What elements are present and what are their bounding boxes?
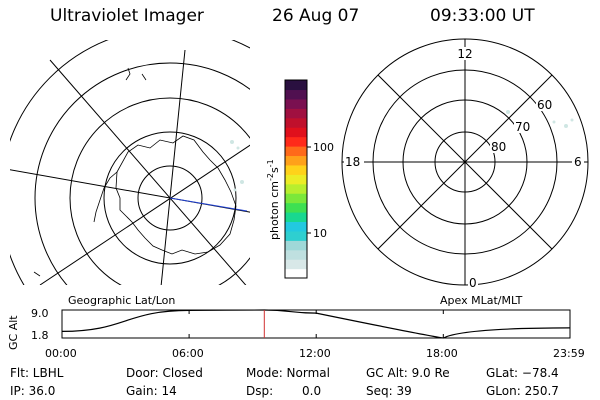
x-tick-label: 12:00	[299, 347, 331, 360]
colorbar-segment	[285, 221, 307, 232]
mode-status: Mode: Normal	[246, 366, 330, 380]
colorbar-segment	[285, 249, 307, 260]
mlat-label-80: 80	[491, 140, 506, 154]
label-bg	[490, 140, 508, 153]
x-tick-label: 06:00	[172, 347, 204, 360]
colorbar-segment	[285, 89, 307, 100]
colorbar: 100 10 photon cm-2s-1	[266, 79, 334, 279]
colorbar-segment	[285, 136, 307, 147]
colorbar-tick-label: 100	[313, 141, 334, 154]
colorbar-segment	[285, 212, 307, 223]
altitude-curve	[61, 309, 571, 339]
x-ticks	[61, 310, 571, 338]
plot-frame	[61, 309, 571, 339]
colorbar-segment	[285, 146, 307, 157]
glon-status: GLon: 250.7	[486, 384, 559, 398]
lat-circle	[137, 165, 203, 231]
y-tick-label: 1.8	[31, 329, 49, 342]
colorbar-segment	[285, 193, 307, 204]
geographic-map-label: Geographic Lat/Lon	[68, 294, 176, 307]
emission-speck	[570, 118, 574, 122]
label-bg	[468, 276, 478, 288]
colorbar-frame	[284, 79, 308, 279]
mlt-line	[377, 74, 553, 250]
colorbar-segment	[285, 240, 307, 251]
colorbar-gradient	[285, 80, 307, 279]
label-bg	[514, 120, 532, 133]
colorbar-segment	[285, 230, 307, 241]
lat-circle	[69, 97, 250, 285]
lat-circle	[103, 131, 237, 265]
antarctica-coastline	[115, 135, 237, 255]
lat-circle	[34, 62, 250, 285]
mlat-label-60: 60	[537, 98, 552, 112]
apex-polar-grid[interactable]: 12 18 6 0 60 70 80	[340, 38, 600, 290]
mlt-label-0: 0	[469, 276, 477, 290]
emission-speck	[506, 110, 510, 114]
emission-speck	[552, 120, 556, 124]
colorbar-tick-label: 10	[313, 227, 327, 240]
coastline-fragment	[33, 67, 147, 277]
colorbar-segment	[285, 259, 307, 270]
emission-speck	[240, 180, 244, 184]
colorbar-segment	[285, 80, 307, 91]
x-tick-label: 23:59	[553, 347, 585, 360]
colorbar-segment	[285, 98, 307, 109]
gc-alt-status: GC Alt: 9.0 Re	[366, 366, 450, 380]
colorbar-unit-label: photon cm-2s-1	[266, 159, 281, 240]
emission-speck	[230, 140, 234, 144]
colorbar-segment	[285, 183, 307, 194]
label-bg	[572, 155, 584, 168]
label-bg	[344, 155, 364, 168]
time-label: 09:33:00 UT	[430, 6, 535, 26]
apex-map-label: Apex MLat/MLT	[440, 294, 523, 307]
date-label: 26 Aug 07	[272, 6, 360, 26]
colorbar-segment	[285, 268, 307, 279]
colorbar-segment	[285, 155, 307, 166]
mlt-label-18: 18	[345, 155, 360, 169]
seq-status: Seq: 39	[366, 384, 412, 398]
ip-status: IP: 36.0	[10, 384, 56, 398]
colorbar-segment	[285, 127, 307, 138]
x-tick-label: 18:00	[426, 347, 458, 360]
peninsula-coastline	[93, 171, 118, 223]
dsp-value: 0.0	[302, 384, 322, 398]
y-tick-label: 9.0	[31, 307, 49, 320]
colorbar-segment	[285, 202, 307, 213]
geographic-map[interactable]	[10, 40, 260, 290]
dsp-label: Dsp:	[246, 384, 274, 398]
gain-status: Gain: 14	[126, 384, 177, 398]
mlat-label-70: 70	[515, 120, 530, 134]
colorbar-segment	[285, 174, 307, 185]
x-tick-label: 00:00	[45, 347, 77, 360]
colorbar-segment	[285, 164, 307, 175]
altitude-panel: GC Alt 9.0 1.8	[7, 307, 571, 350]
emission-speck	[233, 188, 237, 192]
mlt-label-6: 6	[574, 155, 582, 169]
filter-status: Flt: LBHL	[10, 366, 64, 380]
emission-speck	[236, 146, 240, 150]
y-axis-label: GC Alt	[7, 315, 20, 350]
instrument-title: Ultraviolet Imager	[50, 6, 204, 26]
glat-status: GLat: −78.4	[486, 366, 559, 380]
label-bg	[458, 47, 473, 60]
colorbar-segment	[285, 117, 307, 128]
door-status: Door: Closed	[126, 366, 203, 380]
mlt-label-12: 12	[457, 47, 472, 61]
label-bg	[536, 98, 554, 111]
colorbar-segment	[285, 108, 307, 119]
emission-speck	[564, 124, 568, 128]
ground-track-line	[169, 197, 248, 212]
